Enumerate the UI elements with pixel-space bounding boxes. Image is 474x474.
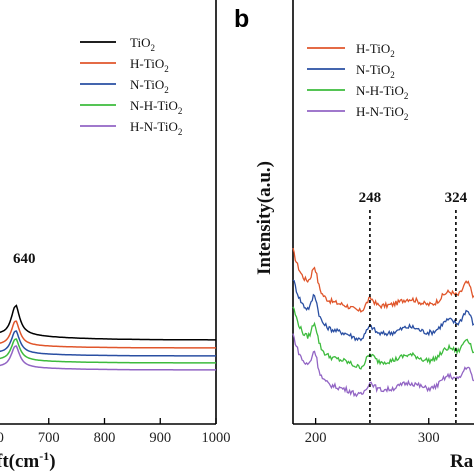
panel-b-peak-markers: 248 324 [359, 190, 468, 424]
panel-b-series-line [292, 333, 474, 398]
panel-b-series-line [292, 247, 474, 313]
panel-b-series-line [292, 279, 474, 342]
panel-b-legend-label: H-N-TiO2 [356, 104, 408, 122]
panel-b-letter: b [234, 5, 249, 33]
panel-a-series [0, 304, 216, 371]
panel-b-peak-label: 324 [445, 190, 468, 206]
panel-a-series-line [0, 304, 216, 341]
panel-a-x-tick-label: 700 [38, 430, 60, 446]
panel-a: 600 700 800 900 1000 TiO2 H-TiO2 N-TiO2 N-H-TiO… [0, 0, 231, 472]
panel-a-x-tick-label: 600 [0, 430, 4, 446]
panel-a-legend-label: H-TiO2 [130, 56, 169, 74]
panel-a-x-tick-label: 1000 [202, 430, 231, 446]
panel-b-x-ticks: 200 300 [305, 418, 440, 446]
panel-a-legend-label: N-TiO2 [130, 77, 169, 95]
panel-b-series [292, 247, 474, 398]
panel-a-legend-label: N-H-TiO2 [130, 98, 182, 116]
panel-b-x-axis-title: Ra [450, 451, 474, 472]
panel-b-x-tick-label: 300 [418, 430, 440, 446]
panel-b-legend-label: H-TiO2 [356, 41, 395, 59]
panel-a-x-tick-label: 900 [149, 430, 171, 446]
panel-a-series-line [0, 338, 216, 364]
panel-a-series-line [0, 320, 216, 349]
panel-b-legend: H-TiO2 N-TiO2 N-H-TiO2 H-N-TiO2 [307, 41, 408, 122]
panel-b-x-tick-label: 200 [305, 430, 327, 446]
panel-b-legend-label: N-H-TiO2 [356, 83, 408, 101]
panel-a-legend-label: H-N-TiO2 [130, 119, 182, 137]
panel-b-legend-label: N-TiO2 [356, 62, 395, 80]
panel-b: b 200 300 248 324 H-TiO2 N-TiO2 N-H-TiO2 H-N-… [234, 0, 474, 472]
panel-b-peak-label: 248 [359, 190, 382, 206]
panel-a-peak-label: 640 [13, 251, 36, 267]
panel-a-legend: TiO2 H-TiO2 N-TiO2 N-H-TiO2 H-N-TiO2 [80, 35, 182, 137]
panel-a-x-tick-label: 800 [94, 430, 116, 446]
panel-b-y-axis-title: Intensity(a.u.) [254, 161, 275, 275]
panel-a-series-line [0, 330, 216, 357]
panel-a-x-ticks: 600 700 800 900 1000 [0, 418, 231, 446]
panel-a-legend-label: TiO2 [130, 35, 155, 53]
panel-a-series-line [0, 345, 216, 371]
panel-a-x-axis-title: ft(cm-1) [0, 449, 56, 472]
panel-b-series-line [292, 306, 474, 370]
